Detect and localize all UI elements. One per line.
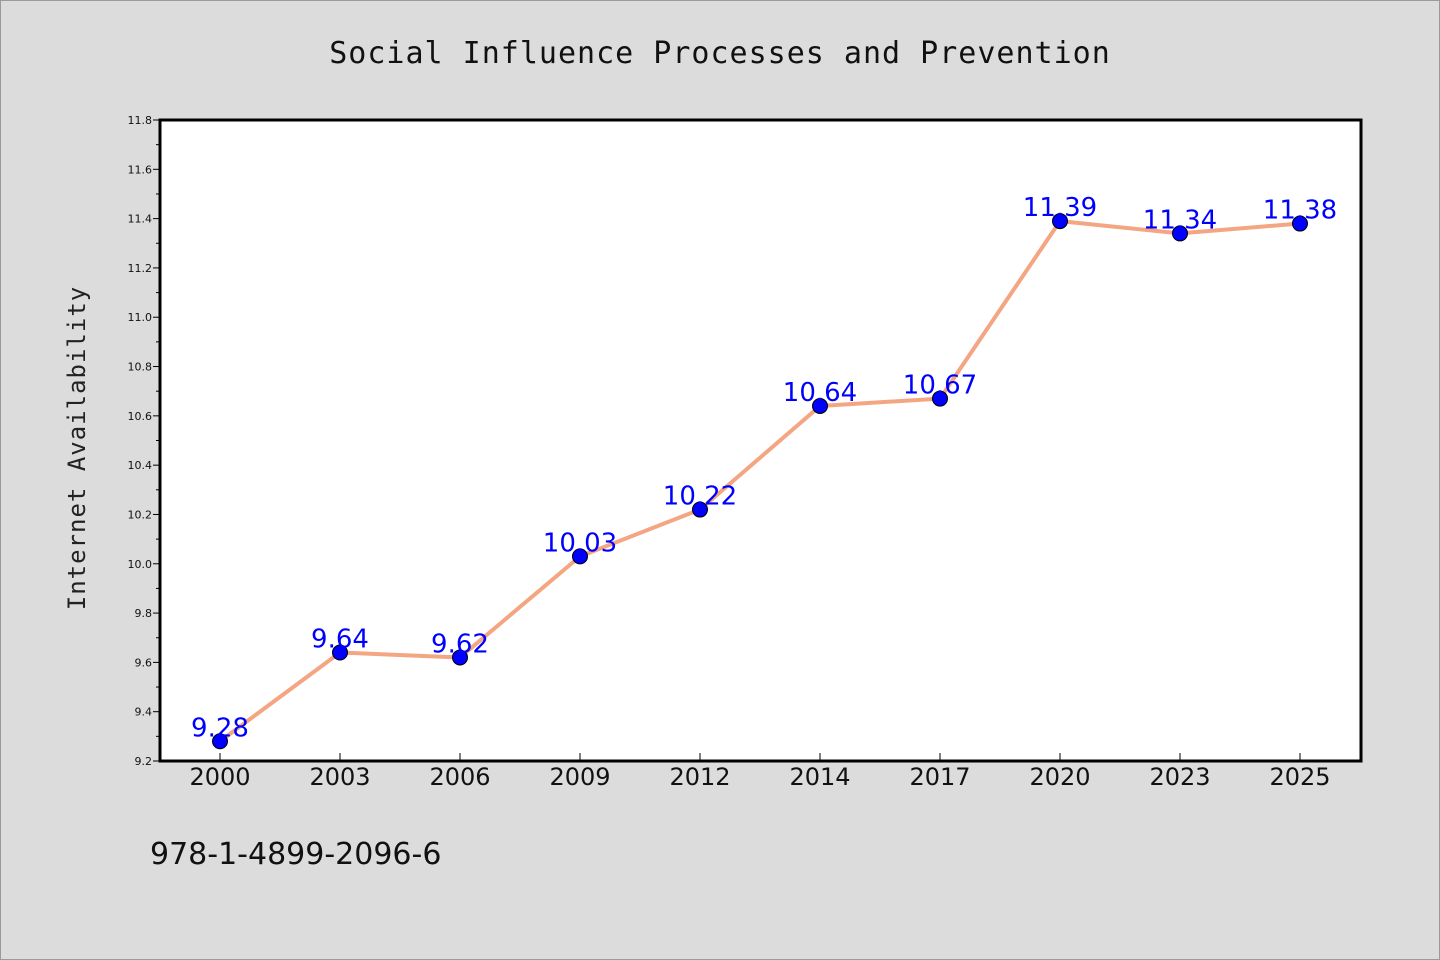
y-tick-label: 9.4 <box>135 706 153 719</box>
data-label: 10.64 <box>783 378 857 408</box>
y-tick-label: 11.2 <box>128 262 153 275</box>
y-tick-label: 11.0 <box>128 311 153 324</box>
x-tick-label: 2017 <box>909 763 970 791</box>
y-tick-label: 11.4 <box>128 213 153 226</box>
y-tick-label: 11.6 <box>128 163 153 176</box>
x-tick-label: 2003 <box>309 763 370 791</box>
x-tick-label: 2023 <box>1149 763 1210 791</box>
x-tick-label: 2012 <box>669 763 730 791</box>
data-point <box>332 644 348 661</box>
data-label: 9.28 <box>191 713 249 743</box>
x-tick-label: 2014 <box>789 763 850 791</box>
y-tick-label: 10.8 <box>128 361 153 374</box>
data-label: 10.03 <box>543 528 617 558</box>
series-group <box>212 213 1308 750</box>
y-tick-label: 9.2 <box>135 755 153 768</box>
data-label: 11.39 <box>1023 193 1097 223</box>
x-tick-label: 2009 <box>549 763 610 791</box>
y-tick-label: 10.6 <box>128 410 153 423</box>
x-tick-label: 2020 <box>1029 763 1090 791</box>
y-axis-ticks: 9.2 9.4 9.6 9.8 10.0 10.2 10.4 10.6 10.8 11.0 11.2… <box>128 114 160 768</box>
data-point <box>1052 213 1068 230</box>
chart-title: Social Influence Processes and Preventio… <box>329 36 1111 71</box>
data-label: 11.38 <box>1263 196 1337 226</box>
y-axis-label: Internet Availability <box>63 286 91 610</box>
data-point <box>932 390 948 407</box>
data-label: 10.22 <box>663 482 737 512</box>
data-label: 9.62 <box>431 629 489 659</box>
y-tick-label: 10.0 <box>128 558 153 571</box>
x-axis-ticks: 2000 2003 2006 2009 2012 2014 2017 2020 2023 2025 <box>189 753 1331 791</box>
y-tick-label: 10.4 <box>128 459 153 472</box>
series-line <box>218 219 1301 743</box>
data-point <box>452 649 468 666</box>
y-tick-label: 11.8 <box>128 114 153 127</box>
y-tick-label: 9.6 <box>135 656 153 669</box>
data-point <box>212 733 228 750</box>
x-tick-label: 2006 <box>429 763 490 791</box>
data-label: 10.67 <box>903 371 977 401</box>
data-point <box>812 397 828 414</box>
x-tick-label: 2025 <box>1269 763 1330 791</box>
data-point <box>1172 225 1188 242</box>
data-point <box>1292 215 1308 232</box>
isbn-text: 978-1-4899-2096-6 <box>150 837 441 872</box>
data-label: 11.34 <box>1143 205 1217 235</box>
data-point <box>692 501 708 518</box>
data-point <box>572 548 588 565</box>
data-labels: 9.28 9.64 9.62 10.03 10.22 10.64 10.67 11.39 11.… <box>191 193 1337 743</box>
data-label: 9.64 <box>311 625 369 655</box>
y-tick-label: 9.8 <box>135 607 153 620</box>
x-tick-label: 2000 <box>189 763 250 791</box>
y-tick-label: 10.2 <box>128 508 153 521</box>
